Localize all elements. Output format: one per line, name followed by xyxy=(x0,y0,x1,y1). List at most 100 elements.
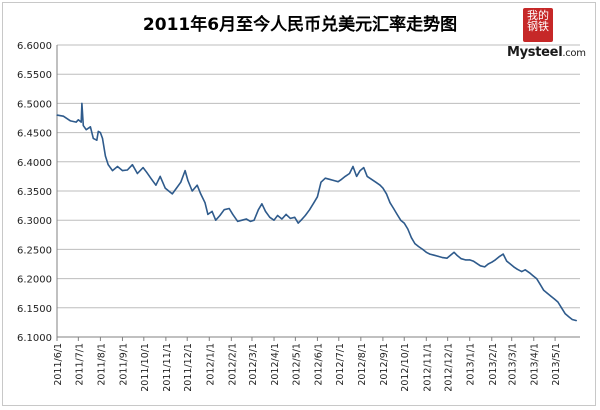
data-point xyxy=(211,210,213,212)
data-point xyxy=(476,262,478,264)
data-point xyxy=(82,125,84,127)
data-point xyxy=(417,245,420,248)
data-point xyxy=(175,187,178,189)
data-point xyxy=(543,289,545,291)
data-point xyxy=(77,119,79,121)
logo-wordmark-name: Mysteel xyxy=(507,45,563,60)
data-point xyxy=(253,219,255,221)
x-tick-label: 2013/5/1 xyxy=(551,343,562,386)
data-point xyxy=(521,271,523,273)
data-point xyxy=(333,179,335,182)
data-point xyxy=(289,217,291,219)
logo-wordmark-suffix: .com xyxy=(562,48,586,59)
data-point xyxy=(126,169,128,171)
x-tick-label: 2012/6/1 xyxy=(313,343,324,386)
data-point xyxy=(348,172,351,175)
data-point xyxy=(337,181,339,183)
data-point xyxy=(341,178,343,180)
x-tick-label: 2012/8/1 xyxy=(357,343,368,386)
data-point xyxy=(81,102,83,104)
data-point xyxy=(553,298,556,300)
data-point xyxy=(146,171,148,173)
data-point xyxy=(509,263,511,265)
data-point xyxy=(316,196,318,198)
y-tick-label: 6.5500 xyxy=(17,70,52,81)
y-axis: 6.1000 6.1500 6.2000 6.2500 6.3000 6.3500 6.40… xyxy=(17,41,52,344)
data-point xyxy=(528,272,531,274)
data-point xyxy=(449,254,452,256)
data-point xyxy=(207,213,209,215)
data-point xyxy=(379,184,381,186)
data-point xyxy=(550,295,552,297)
x-tick-label: 2012/5/1 xyxy=(291,343,302,386)
data-point xyxy=(62,115,64,117)
x-tick-label: 2013/3/1 xyxy=(508,343,519,386)
data-point xyxy=(320,181,322,183)
y-tick-label: 6.1000 xyxy=(17,333,52,344)
data-point xyxy=(513,266,515,268)
data-point xyxy=(269,216,271,218)
data-point xyxy=(96,139,98,141)
data-point xyxy=(487,263,489,265)
data-point xyxy=(85,129,87,131)
data-point xyxy=(164,187,166,189)
chart-title: 2011年6月至今人民币兑美元汇率走势图 xyxy=(143,14,457,35)
y-tick-label: 6.4500 xyxy=(17,129,52,140)
data-point xyxy=(324,177,326,179)
data-point xyxy=(237,220,239,222)
data-point xyxy=(375,181,377,183)
data-point xyxy=(56,114,58,116)
data-point xyxy=(142,167,144,169)
data-point xyxy=(560,307,563,309)
data-point xyxy=(484,266,486,268)
data-point xyxy=(575,320,578,322)
x-tick-label: 2012/7/1 xyxy=(335,343,346,386)
data-point xyxy=(116,165,119,168)
y-tick-label: 6.1500 xyxy=(17,304,52,315)
y-tick-label: 6.5000 xyxy=(17,99,52,110)
data-point xyxy=(171,193,173,195)
x-tick-label: 2011/10/1 xyxy=(140,343,151,392)
x-tick-label: 2012/2/1 xyxy=(227,343,238,386)
series-line xyxy=(56,102,577,322)
data-point xyxy=(257,209,259,211)
data-point xyxy=(400,219,402,221)
data-point xyxy=(382,187,384,189)
x-tick-label: 2011/7/1 xyxy=(74,343,85,386)
data-point xyxy=(131,164,133,166)
data-point xyxy=(155,184,157,186)
data-point xyxy=(396,213,398,215)
data-point xyxy=(491,261,493,263)
data-point xyxy=(187,179,189,182)
logo-seal: 我的 钢铁 xyxy=(523,8,553,42)
data-point xyxy=(460,258,462,260)
data-point xyxy=(121,170,124,172)
series-layer xyxy=(56,102,578,322)
data-point xyxy=(300,219,302,221)
y-tick-label: 6.6000 xyxy=(17,41,52,52)
x-tick-label: 2012/1/1 xyxy=(205,343,216,386)
data-point xyxy=(363,167,365,169)
logo-seal-line-2: 钢铁 xyxy=(527,20,549,33)
data-point xyxy=(304,214,306,217)
data-point xyxy=(557,301,559,303)
x-tick-label: 2012/12/1 xyxy=(444,343,455,392)
x-tick-label: 2012/11/1 xyxy=(422,343,433,392)
data-point xyxy=(223,209,225,211)
data-point xyxy=(370,178,373,180)
data-point xyxy=(297,222,299,224)
y-tick-label: 6.3000 xyxy=(17,216,52,227)
data-point xyxy=(107,164,109,166)
x-tick-label: 2012/3/1 xyxy=(248,343,259,386)
data-point xyxy=(313,202,315,204)
x-tick-label: 2013/2/1 xyxy=(488,343,499,386)
data-point xyxy=(159,175,161,177)
data-point xyxy=(564,313,566,315)
data-point xyxy=(191,190,193,192)
data-point xyxy=(494,259,496,261)
data-point xyxy=(285,213,287,215)
data-point xyxy=(97,130,99,132)
data-point xyxy=(524,269,526,271)
x-tick-label: 2011/8/1 xyxy=(96,343,107,386)
data-point xyxy=(356,175,358,177)
